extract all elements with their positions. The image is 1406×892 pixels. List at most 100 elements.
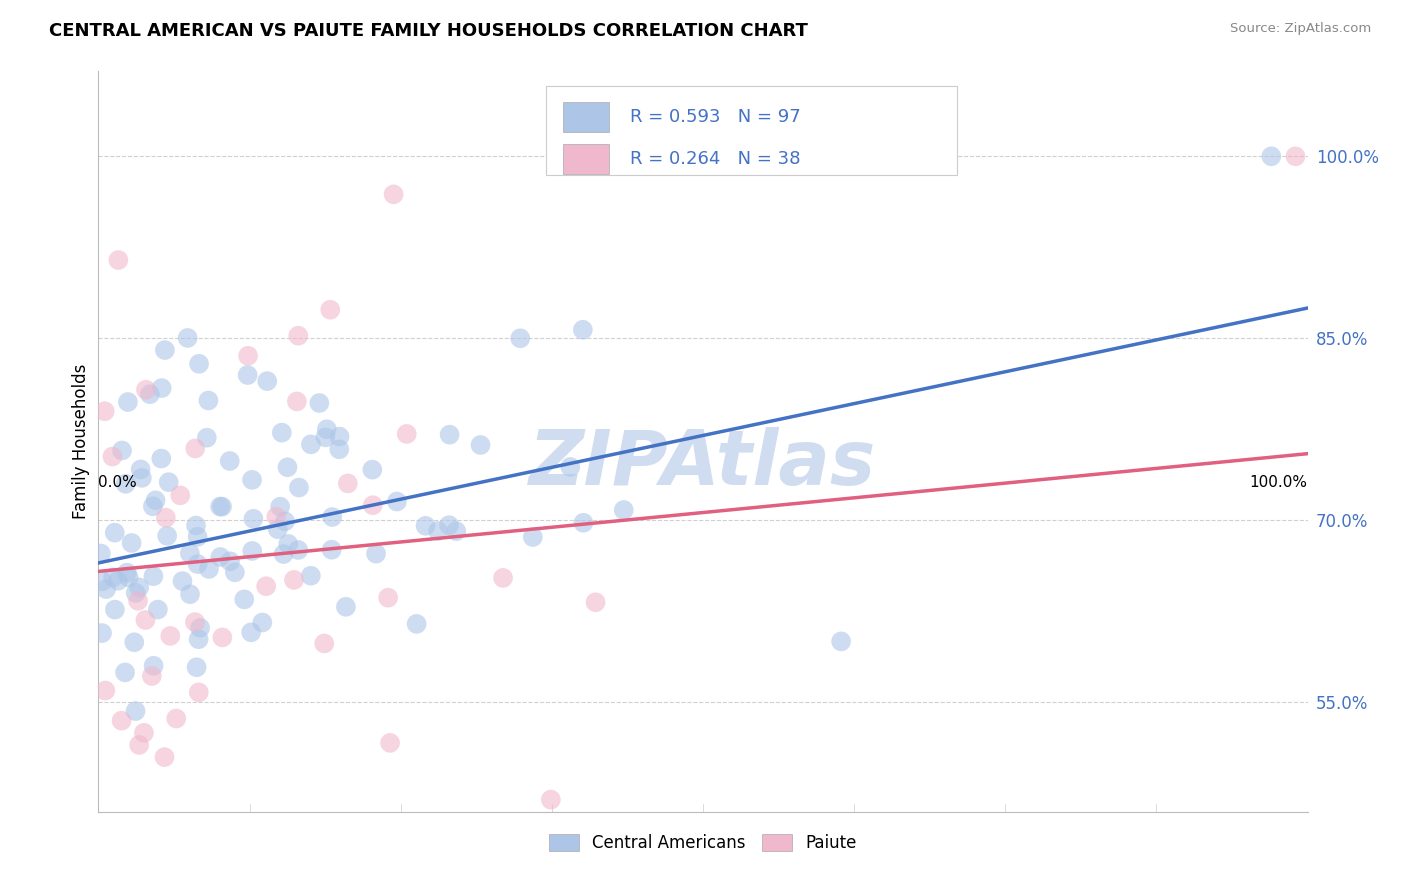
Point: [188, 621, 211, 635]
Point: [276, 460, 298, 475]
Point: [336, 476, 359, 491]
Point: [165, 712, 187, 726]
Point: [124, 704, 146, 718]
FancyBboxPatch shape: [562, 103, 609, 132]
Text: R = 0.264   N = 38: R = 0.264 N = 38: [630, 150, 801, 168]
Point: [613, 503, 636, 517]
Point: [415, 518, 437, 533]
Point: [94, 683, 117, 698]
Point: [288, 481, 311, 495]
Point: [209, 500, 232, 514]
Point: [150, 381, 173, 395]
Point: [492, 571, 515, 585]
Point: [254, 579, 277, 593]
Point: [142, 500, 165, 514]
Point: [153, 343, 176, 357]
Point: [142, 658, 165, 673]
Point: [385, 494, 408, 508]
Point: [127, 594, 149, 608]
Point: [361, 463, 384, 477]
Point: [188, 357, 211, 371]
Point: [107, 574, 129, 588]
Point: [240, 473, 263, 487]
Point: [395, 426, 418, 441]
Point: [273, 547, 295, 561]
Point: [236, 349, 259, 363]
Point: [274, 514, 297, 528]
Point: [121, 536, 143, 550]
Point: [321, 510, 343, 524]
Point: [267, 522, 290, 536]
Point: [104, 525, 127, 540]
Point: [560, 459, 582, 474]
Point: [159, 629, 181, 643]
Point: [361, 498, 384, 512]
Point: [198, 562, 221, 576]
Point: [572, 516, 595, 530]
Point: [184, 615, 207, 629]
Point: [124, 635, 146, 649]
Point: [236, 368, 259, 382]
Point: [285, 394, 308, 409]
Point: [439, 427, 461, 442]
Point: [90, 547, 112, 561]
Point: [179, 546, 201, 560]
Point: [509, 331, 531, 345]
Text: ZIPAtlas: ZIPAtlas: [529, 426, 877, 500]
Point: [172, 574, 194, 588]
Point: [186, 660, 208, 674]
Point: [277, 537, 299, 551]
Point: [131, 471, 153, 485]
Point: [187, 632, 209, 647]
Point: [405, 616, 427, 631]
Point: [132, 726, 155, 740]
Point: [315, 422, 337, 436]
Point: [283, 573, 305, 587]
FancyBboxPatch shape: [546, 87, 957, 175]
Point: [104, 602, 127, 616]
Point: [184, 442, 207, 456]
Point: [176, 331, 198, 345]
Point: [111, 443, 134, 458]
Legend: Central Americans, Paiute: Central Americans, Paiute: [543, 828, 863, 859]
Point: [328, 429, 350, 443]
Point: [101, 450, 124, 464]
Point: [128, 738, 150, 752]
Point: [427, 524, 450, 538]
Point: [184, 518, 207, 533]
Point: [382, 187, 405, 202]
Point: [335, 599, 357, 614]
Text: 0.0%: 0.0%: [98, 475, 138, 490]
Point: [146, 602, 169, 616]
Point: [101, 570, 124, 584]
Point: [270, 425, 292, 440]
Point: [197, 393, 219, 408]
Point: [287, 543, 309, 558]
Point: [1284, 149, 1306, 163]
Point: [319, 302, 342, 317]
Point: [153, 750, 176, 764]
Point: [114, 476, 136, 491]
Point: [364, 547, 387, 561]
Point: [187, 685, 209, 699]
Point: [256, 374, 278, 388]
Point: [135, 383, 157, 397]
Point: [150, 451, 173, 466]
Point: [1260, 149, 1282, 163]
Text: CENTRAL AMERICAN VS PAIUTE FAMILY HOUSEHOLDS CORRELATION CHART: CENTRAL AMERICAN VS PAIUTE FAMILY HOUSEH…: [49, 22, 808, 40]
Point: [328, 442, 350, 457]
Point: [91, 626, 114, 640]
Point: [830, 634, 852, 648]
Point: [540, 792, 562, 806]
Point: [242, 512, 264, 526]
Point: [156, 529, 179, 543]
Point: [269, 500, 291, 514]
Point: [209, 549, 232, 564]
Point: [93, 404, 115, 418]
Point: [117, 395, 139, 409]
Point: [308, 396, 330, 410]
Point: [141, 669, 163, 683]
Point: [115, 566, 138, 580]
Point: [287, 328, 309, 343]
Point: [91, 574, 114, 589]
